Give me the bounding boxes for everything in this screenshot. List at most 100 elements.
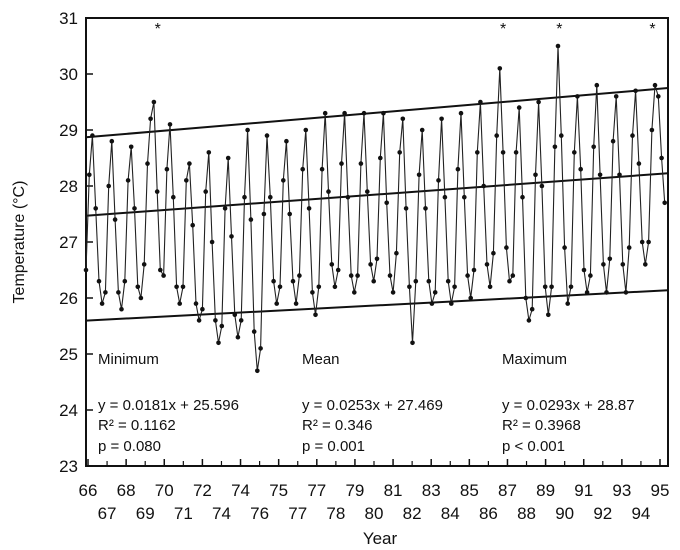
data-point	[429, 301, 435, 306]
x-tick-label-upper: 91	[574, 481, 593, 500]
data-point	[277, 284, 283, 290]
data-point	[562, 245, 567, 250]
data-series	[83, 43, 668, 374]
data-point	[167, 122, 173, 127]
data-point	[626, 245, 632, 250]
data-point	[339, 161, 344, 166]
y-tick-label: 28	[59, 177, 78, 196]
trend-line-maximum	[85, 87, 669, 139]
data-point	[449, 301, 454, 306]
significance-star: *	[556, 21, 562, 38]
x-tick-label-lower: 88	[517, 504, 536, 523]
data-point	[620, 262, 626, 267]
data-point	[158, 267, 163, 273]
data-point	[384, 200, 390, 206]
data-point	[659, 155, 664, 161]
data-point	[268, 194, 273, 200]
data-point	[581, 267, 587, 273]
data-point	[416, 172, 422, 178]
x-tick-label-lower: 71	[174, 504, 193, 523]
data-point	[633, 88, 638, 94]
data-point	[293, 301, 299, 306]
data-point	[119, 306, 124, 312]
data-point	[177, 301, 183, 306]
data-point	[187, 161, 192, 166]
x-tick-label-lower: 86	[479, 504, 498, 523]
y-tick-label: 26	[59, 289, 78, 308]
x-tick-label-upper: 95	[651, 481, 670, 500]
data-point	[300, 166, 305, 172]
x-tick-label-lower: 94	[631, 504, 650, 523]
data-point	[225, 155, 231, 161]
x-tick-label-lower: 76	[250, 504, 269, 523]
data-point	[290, 278, 296, 284]
data-point	[513, 150, 519, 155]
data-point	[432, 290, 438, 295]
data-point	[565, 301, 571, 306]
data-point	[419, 127, 425, 133]
data-point	[287, 211, 293, 217]
data-point	[510, 273, 516, 278]
data-point	[122, 278, 128, 284]
data-point	[478, 99, 483, 105]
data-point	[209, 239, 215, 245]
data-point	[303, 127, 309, 133]
data-point	[154, 189, 160, 194]
y-axis: 23 24 25 26 27 28 29 30 31	[59, 9, 93, 476]
data-point	[232, 312, 238, 318]
data-point	[261, 211, 267, 217]
y-tick-label: 24	[59, 401, 78, 420]
x-tick-label-lower: 78	[326, 504, 345, 523]
data-point	[264, 133, 270, 138]
x-tick-label-lower: 82	[403, 504, 422, 523]
data-point	[135, 284, 141, 290]
data-point	[248, 217, 254, 222]
significance-star: *	[649, 21, 655, 38]
data-point	[193, 301, 199, 306]
y-tick-label: 30	[59, 65, 78, 84]
y-tick-label: 31	[59, 9, 78, 28]
data-point	[597, 172, 603, 178]
data-point	[555, 43, 561, 49]
data-point	[86, 172, 92, 178]
y-axis-label: Temperature (°C)	[11, 181, 28, 304]
data-point	[630, 133, 635, 138]
data-point	[394, 250, 399, 256]
data-point	[371, 278, 377, 284]
data-point	[329, 262, 335, 267]
data-point	[235, 334, 241, 340]
data-point	[571, 150, 577, 155]
data-point	[481, 183, 487, 189]
data-point	[588, 273, 593, 278]
significance-star: *	[155, 21, 161, 38]
data-point	[552, 144, 558, 150]
stats-equation: y = 0.0181x + 25.596	[98, 397, 239, 414]
data-point	[145, 161, 150, 166]
data-point	[387, 273, 393, 278]
y-tick-label: 27	[59, 233, 78, 252]
stats-title-minimum: Minimum	[98, 351, 159, 368]
stats-r2: R² = 0.3968	[502, 417, 581, 434]
x-tick-label-lower: 77	[288, 504, 307, 523]
data-point	[423, 206, 428, 211]
x-tick-label-upper: 81	[384, 481, 403, 500]
data-point	[413, 278, 419, 284]
data-point	[190, 222, 195, 228]
data-point	[507, 278, 512, 284]
data-point	[610, 138, 616, 144]
data-point	[656, 94, 661, 99]
data-point	[148, 116, 153, 122]
data-point	[410, 340, 415, 346]
series-line	[85, 45, 666, 371]
data-point	[436, 178, 441, 183]
stats-p: p = 0.080	[98, 438, 161, 455]
data-point	[636, 161, 642, 166]
data-point	[297, 273, 302, 278]
data-point	[578, 166, 583, 172]
data-point	[523, 295, 529, 301]
data-point	[219, 323, 225, 329]
stats-title-maximum: Maximum	[502, 351, 567, 368]
data-point	[575, 94, 580, 99]
data-point	[306, 206, 312, 211]
data-point	[442, 194, 448, 200]
